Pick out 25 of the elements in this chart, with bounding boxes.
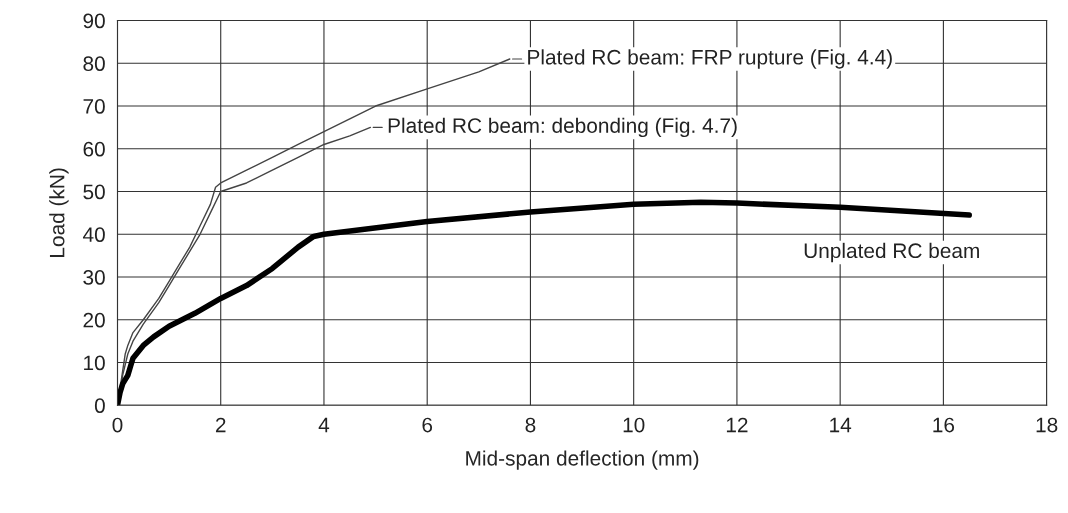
x-tick-label: 8 bbox=[525, 417, 536, 433]
annotation: Plated RC beam: FRP rupture (Fig. 4.4) bbox=[528, 49, 892, 69]
y-tick-label: 70 bbox=[83, 99, 105, 114]
annotation: Unplated RC beam bbox=[804, 242, 979, 263]
y-tick-label: 40 bbox=[82, 227, 105, 243]
annotation: Plated RC beam: debonding (Fig. 4.7) bbox=[388, 117, 737, 138]
y-tick-label: 50 bbox=[83, 184, 105, 200]
x-tick-label: 12 bbox=[726, 417, 748, 433]
x-tick-label: 2 bbox=[215, 417, 226, 433]
x-tick-label: 18 bbox=[1036, 417, 1058, 433]
x-tick-label: 16 bbox=[933, 417, 955, 433]
y-tick-label: 60 bbox=[83, 141, 105, 157]
y-tick-label: 0 bbox=[94, 398, 105, 414]
y-tick-label: 30 bbox=[83, 270, 105, 285]
x-axis-title: Mid-span deflection (mm) bbox=[466, 450, 699, 470]
y-tick-label: 80 bbox=[83, 56, 105, 72]
x-tick-label: 10 bbox=[623, 417, 645, 433]
y-axis-title: Load (kN) bbox=[49, 168, 69, 257]
x-tick-label: 0 bbox=[112, 417, 123, 433]
y-tick-label: 90 bbox=[83, 13, 105, 29]
x-tick-label: 14 bbox=[830, 417, 852, 433]
x-tick-label: 6 bbox=[422, 417, 433, 433]
x-tick-label: 4 bbox=[318, 417, 330, 433]
y-tick-label: 10 bbox=[84, 355, 105, 371]
y-tick-label: 20 bbox=[83, 312, 105, 328]
